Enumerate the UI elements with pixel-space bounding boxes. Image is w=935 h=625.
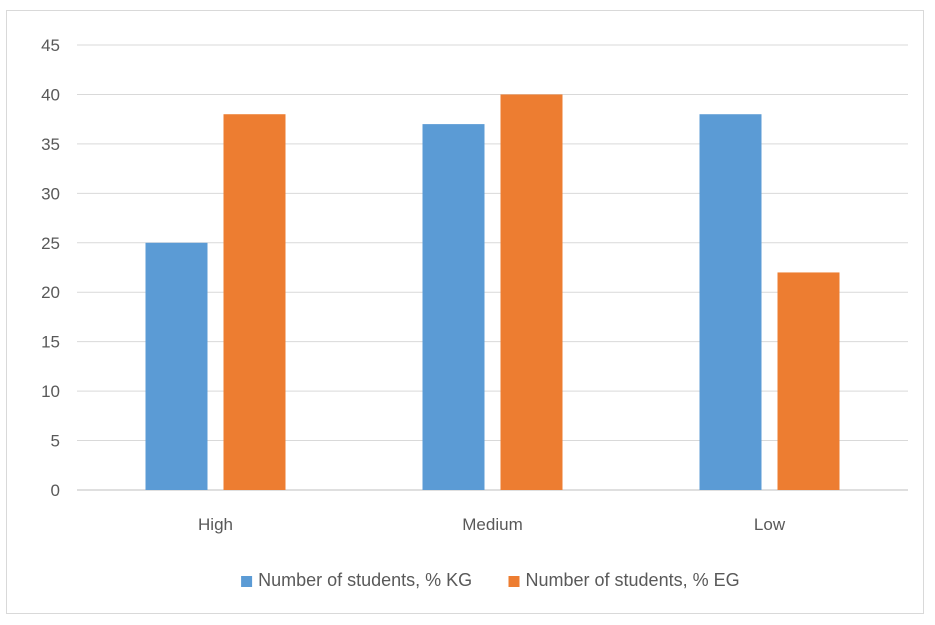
bar-medium-series-2 — [500, 94, 563, 490]
gridlines — [77, 44, 908, 491]
x-axis-tick-labels: High Medium Low — [198, 515, 786, 534]
y-tick-label: 35 — [41, 135, 60, 154]
x-tick-label: High — [198, 515, 233, 534]
bar-low-series-2 — [777, 272, 840, 490]
legend: Number of students, % KG Number of studen… — [241, 570, 740, 590]
legend-label: Number of students, % KG — [258, 570, 472, 590]
bar-high-series-1 — [145, 242, 208, 490]
bars — [145, 94, 840, 490]
bar-high-series-2 — [223, 114, 286, 490]
y-tick-label: 0 — [51, 481, 60, 500]
y-tick-label: 20 — [41, 283, 60, 302]
y-tick-label: 40 — [41, 85, 60, 104]
bar-medium-series-1 — [422, 124, 485, 490]
y-tick-label: 5 — [51, 432, 60, 451]
legend-swatch — [241, 576, 253, 587]
x-tick-label: Medium — [462, 515, 522, 534]
x-tick-label: Low — [754, 515, 786, 534]
y-tick-label: 45 — [41, 36, 60, 55]
legend-label: Number of students, % EG — [526, 570, 740, 590]
legend-swatch — [508, 576, 520, 587]
y-tick-label: 30 — [41, 184, 60, 203]
bar-low-series-1 — [699, 114, 762, 490]
y-tick-label: 25 — [41, 234, 60, 253]
y-axis-tick-labels: 0 5 10 15 20 25 30 35 40 45 — [41, 36, 60, 500]
y-tick-label: 15 — [41, 333, 60, 352]
y-tick-label: 10 — [41, 382, 60, 401]
